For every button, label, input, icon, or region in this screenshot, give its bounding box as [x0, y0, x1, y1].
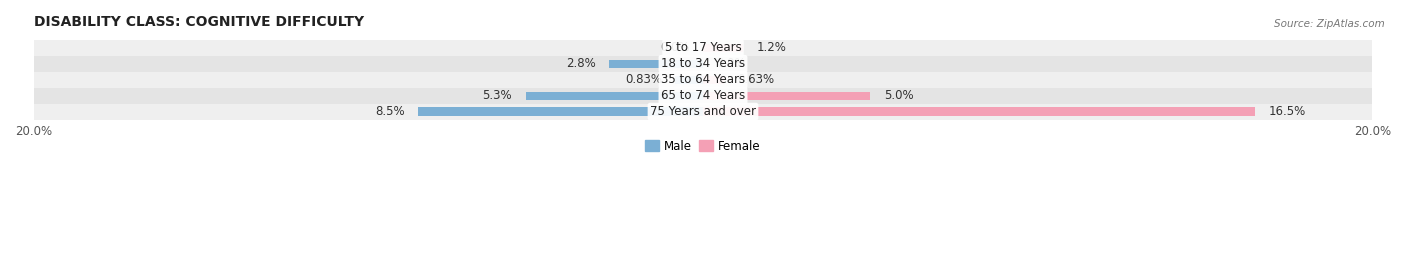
Text: 0.0%: 0.0%	[717, 57, 747, 70]
Text: 18 to 34 Years: 18 to 34 Years	[661, 57, 745, 70]
Bar	[526, 92, 703, 100]
Text: 1.2%: 1.2%	[756, 41, 786, 54]
Text: 16.5%: 16.5%	[1268, 105, 1306, 118]
Bar	[34, 104, 1372, 120]
Text: 5.3%: 5.3%	[482, 89, 512, 102]
Bar	[34, 40, 1372, 56]
Text: 75 Years and over: 75 Years and over	[650, 105, 756, 118]
Bar	[703, 107, 1256, 116]
Text: 0.63%: 0.63%	[738, 73, 775, 86]
Text: 2.8%: 2.8%	[567, 57, 596, 70]
Bar	[703, 92, 870, 100]
Bar	[34, 72, 1372, 88]
Bar	[609, 60, 703, 68]
Text: 0.83%: 0.83%	[624, 73, 662, 86]
Bar	[703, 44, 744, 52]
Bar	[675, 76, 703, 84]
Text: 65 to 74 Years: 65 to 74 Years	[661, 89, 745, 102]
Text: 8.5%: 8.5%	[375, 105, 405, 118]
Legend: Male, Female: Male, Female	[641, 135, 765, 157]
Bar	[419, 107, 703, 116]
Text: 5.0%: 5.0%	[884, 89, 914, 102]
Text: 35 to 64 Years: 35 to 64 Years	[661, 73, 745, 86]
Text: Source: ZipAtlas.com: Source: ZipAtlas.com	[1274, 19, 1385, 29]
Text: 5 to 17 Years: 5 to 17 Years	[665, 41, 741, 54]
Text: 0.0%: 0.0%	[659, 41, 689, 54]
Bar	[34, 88, 1372, 104]
Bar	[34, 56, 1372, 72]
Bar	[703, 76, 724, 84]
Text: DISABILITY CLASS: COGNITIVE DIFFICULTY: DISABILITY CLASS: COGNITIVE DIFFICULTY	[34, 15, 364, 29]
